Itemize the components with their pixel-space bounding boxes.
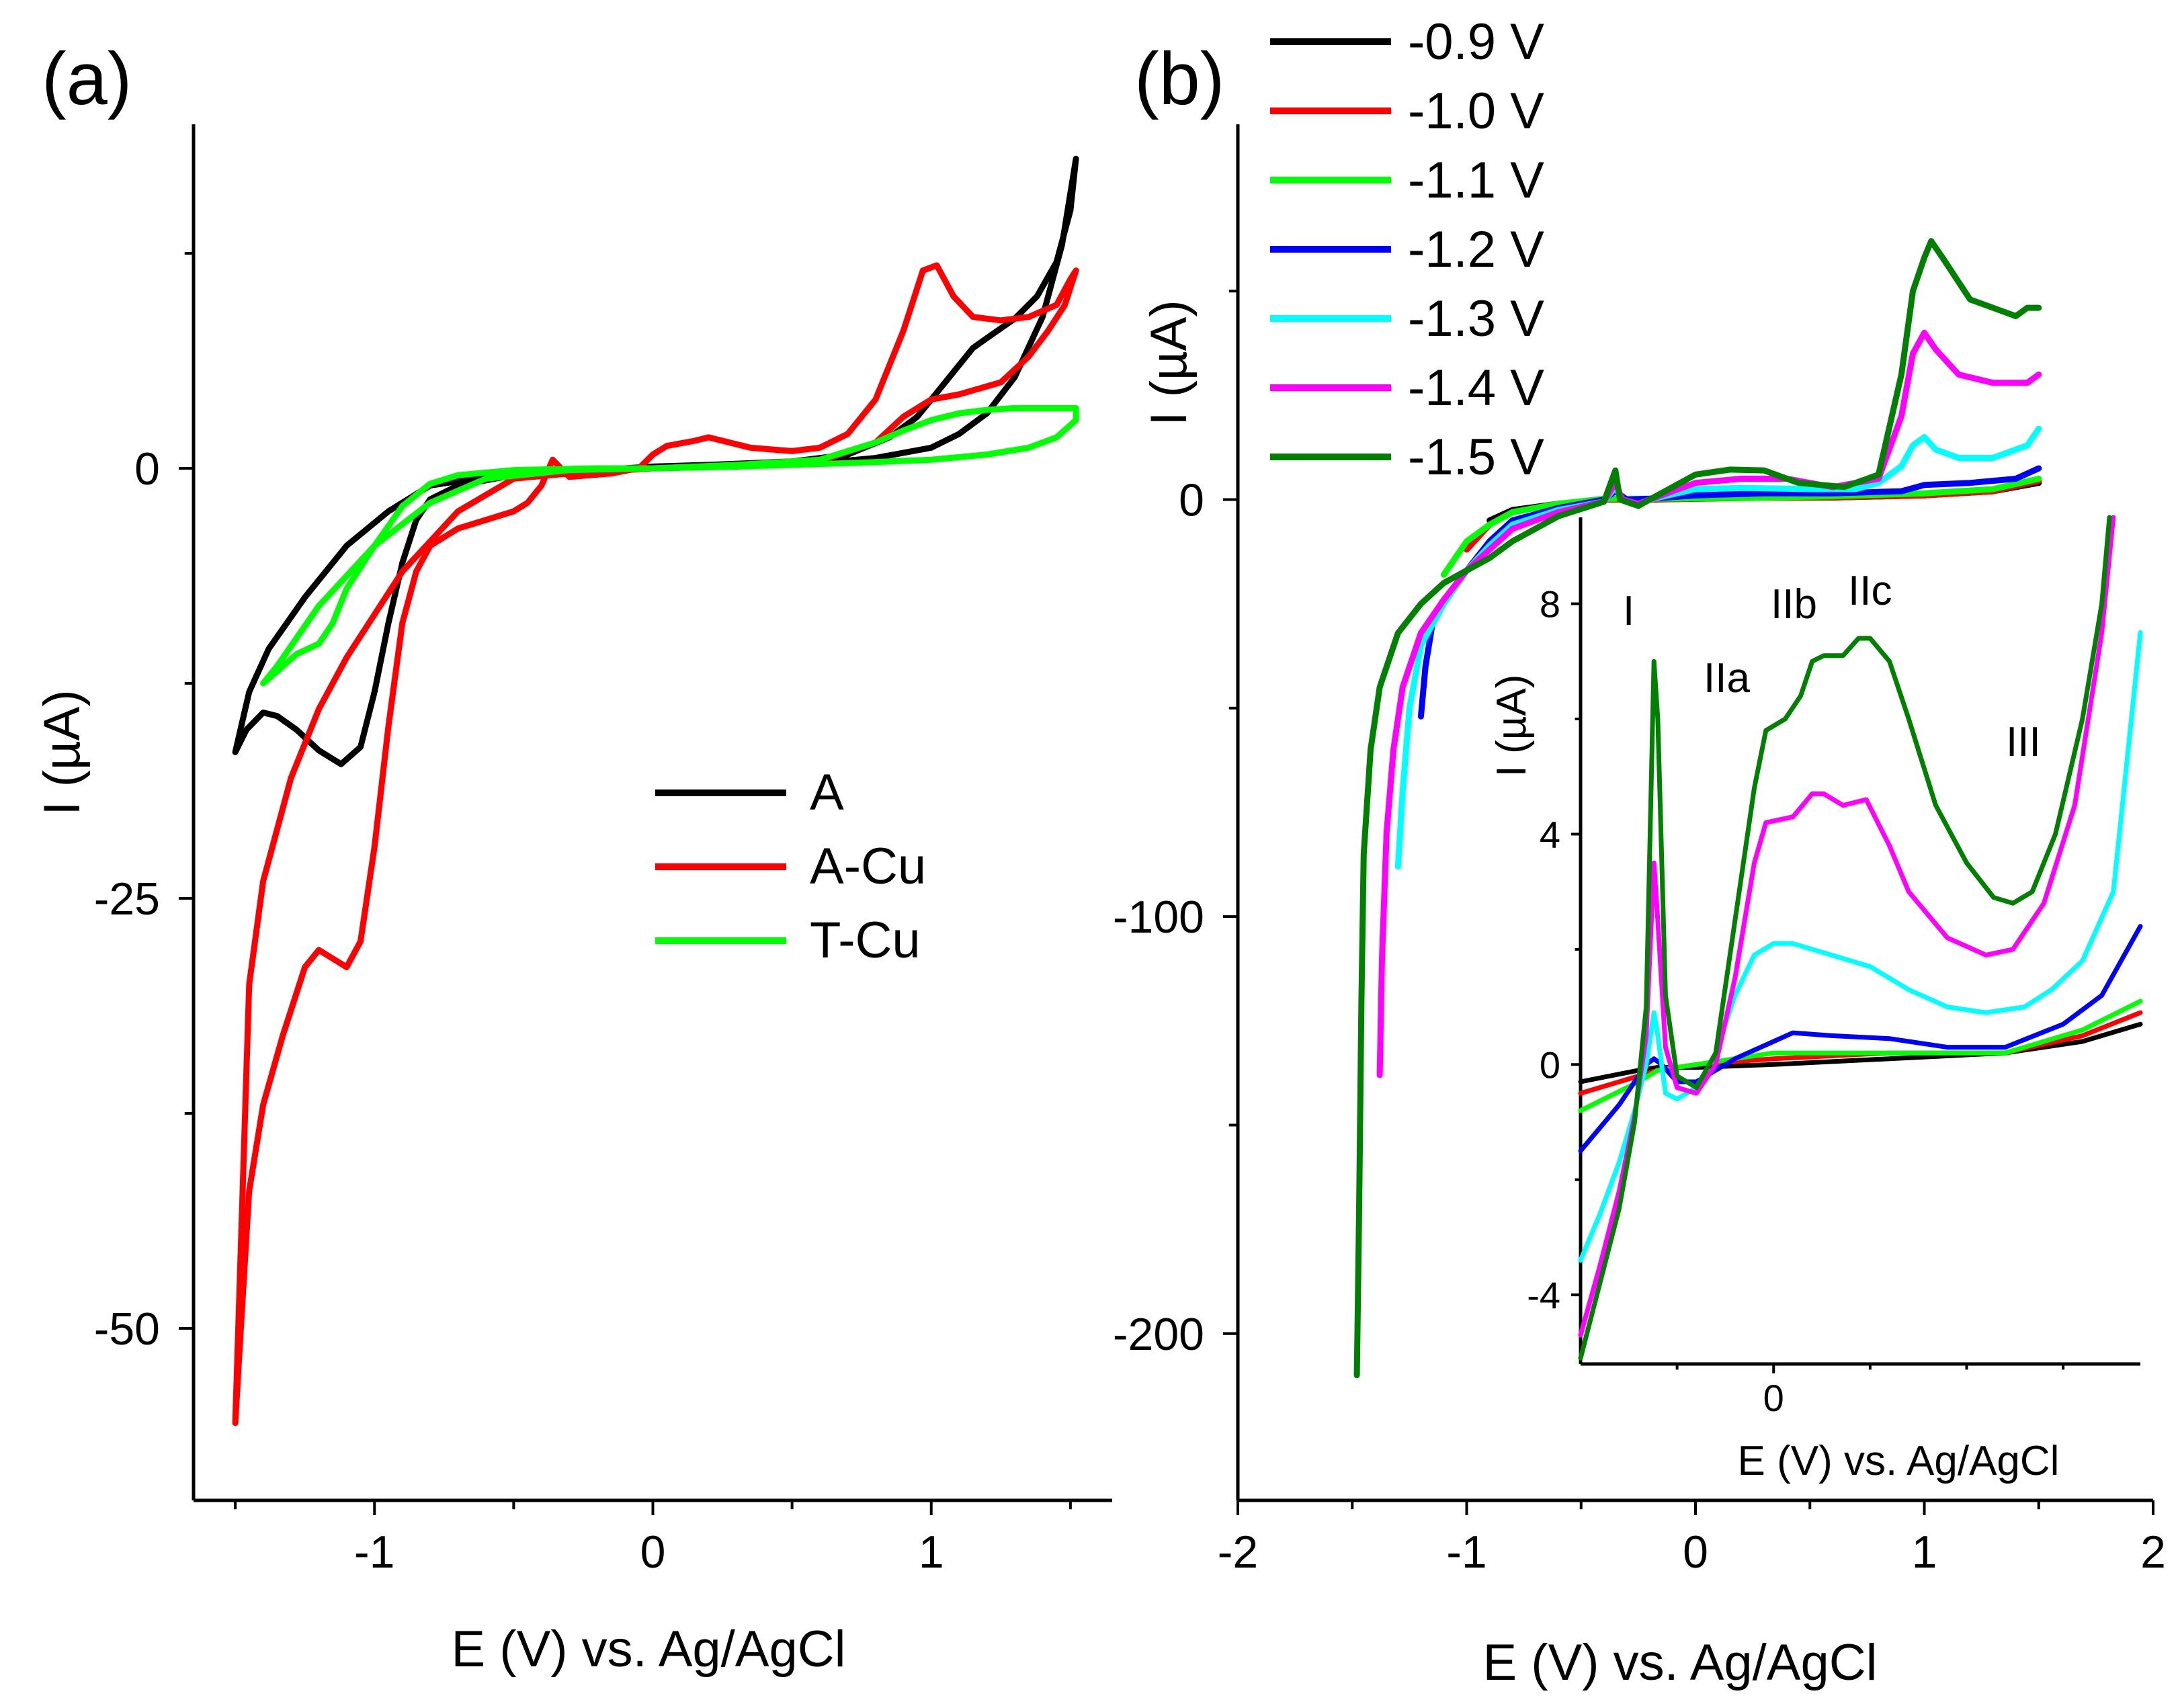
peak-label-iib: IIb (1771, 581, 1817, 628)
inset-x-tick-label: 0 (1763, 1377, 1784, 1419)
legend-label-a-cu: A-Cu (810, 838, 926, 895)
panel-b-x-tick-label: 1 (1912, 1527, 1937, 1578)
panel-a-curves (232, 155, 1079, 1426)
panel-b-legend: -0.9 V -1.0 V -1.1 V -1.2 V -1.3 V -1.4 V -1.5… (1270, 13, 1544, 486)
panel-a-x-tick-label: -1 (354, 1527, 394, 1578)
inset-y-tick-label: 0 (1540, 1043, 1560, 1086)
legend-label-1-4-v: -1.4 V (1408, 359, 1544, 417)
legend-label-t-cu: T-Cu (810, 912, 921, 969)
legend-label-1-5-v: -1.5 V (1408, 429, 1544, 486)
inset-series-1-5-v (1578, 515, 2112, 1361)
peak-label-i: I (1623, 588, 1634, 634)
inset-series-1-3-v (1578, 630, 2143, 1263)
panel-b-x-tick-label: -2 (1218, 1527, 1258, 1578)
inset-plot: 0 8 4 0 -4 E (V) vs. Ag/AgCl I (µA) I IIa II… (1489, 515, 2143, 1484)
legend-label-a: A (810, 764, 844, 821)
inset-y-axis-title: I (µA) (1489, 675, 1535, 777)
panel-a-series-a (232, 155, 1079, 767)
panel-a: (a) -1 0 1 0 -25 -50 E (V) vs. Ag/AgCl I (µA)… (34, 38, 1112, 1678)
panel-a-y-tick-label: 0 (134, 443, 160, 495)
panel-b-x-tick-label: 2 (2140, 1527, 2166, 1578)
panel-a-axes: -1 0 1 0 -25 -50 (94, 124, 1112, 1578)
panel-b-axes: -2 -1 0 1 2 0 -100 -200 (1113, 124, 2166, 1578)
panel-a-y-axis-title: I (µA) (34, 689, 91, 815)
legend-label-1-0-v: -1.0 V (1408, 83, 1544, 140)
panel-b-y-tick-label: -100 (1113, 892, 1204, 943)
panel-b-label: (b) (1134, 38, 1224, 120)
legend-label-1-1-v: -1.1 V (1408, 152, 1544, 209)
panel-b-curves (1353, 238, 2042, 1379)
panel-a-legend: A A-Cu T-Cu (655, 764, 926, 969)
panel-a-y-tick-label: -50 (94, 1304, 160, 1355)
panel-a-label: (a) (42, 38, 132, 120)
panel-b: (b) -2 -1 0 1 2 0 -100 -200 E (V) vs. Ag/AgCl I… (1113, 13, 2166, 1691)
inset-curves (1578, 515, 2143, 1361)
inset-axes: 0 8 4 0 -4 (1527, 517, 2140, 1419)
panel-b-y-axis-title: I (µA) (1140, 300, 1198, 425)
panel-b-series-1-5-v (1353, 238, 2042, 1379)
peak-label-iii: III (2006, 719, 2041, 765)
panel-a-x-tick-label: 1 (919, 1527, 944, 1578)
inset-y-tick-label: 8 (1540, 583, 1560, 626)
panel-b-x-axis-title: E (V) vs. Ag/AgCl (1482, 1634, 1877, 1691)
panel-a-y-tick-label: -25 (94, 873, 160, 925)
legend-label-1-3-v: -1.3 V (1408, 290, 1544, 347)
panel-a-x-tick-label: 0 (640, 1527, 666, 1578)
inset-background (1579, 517, 2140, 1367)
panel-b-y-tick-label: -200 (1113, 1309, 1204, 1360)
inset-series-1-4-v (1578, 515, 2116, 1338)
panel-a-x-axis-title: E (V) vs. Ag/AgCl (451, 1621, 845, 1678)
legend-label-0-9-v: -0.9 V (1408, 13, 1544, 71)
peak-label-iic: IIc (1848, 568, 1892, 614)
inset-y-tick-label: 4 (1540, 813, 1560, 855)
legend-label-1-2-v: -1.2 V (1408, 221, 1544, 278)
panel-a-series-t-cu (260, 404, 1079, 687)
peak-label-iia: IIa (1704, 655, 1750, 701)
inset-y-tick-label: -4 (1527, 1274, 1560, 1316)
inset-x-axis-title: E (V) vs. Ag/AgCl (1738, 1438, 2060, 1484)
panel-b-y-tick-label: 0 (1179, 475, 1204, 526)
panel-b-x-tick-label: -1 (1446, 1527, 1486, 1578)
panel-b-x-tick-label: 0 (1683, 1527, 1708, 1578)
